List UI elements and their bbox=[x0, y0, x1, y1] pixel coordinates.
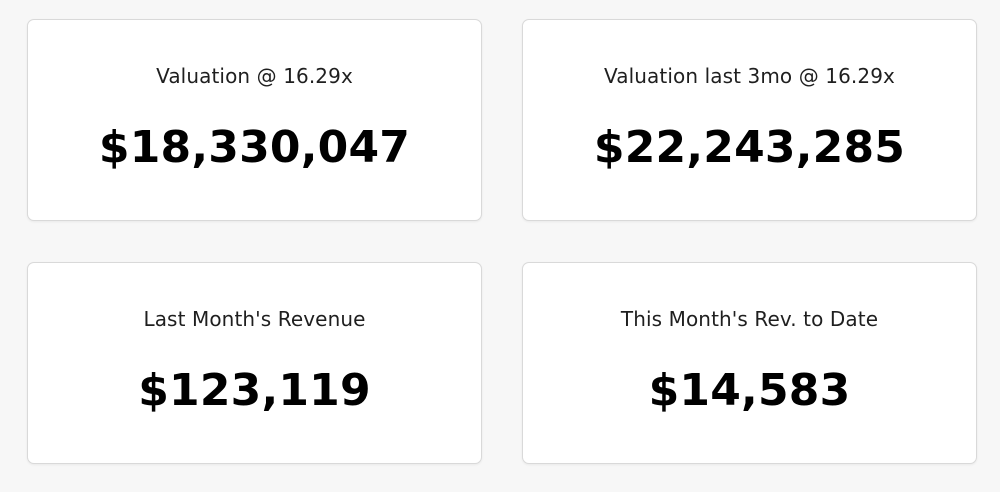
this-month-revenue-value: $14,583 bbox=[648, 365, 851, 416]
this-month-revenue-card: This Month's Rev. to Date $14,583 bbox=[522, 262, 977, 464]
valuation-last-3mo-label: Valuation last 3mo @ 16.29x bbox=[604, 64, 895, 88]
this-month-revenue-label: This Month's Rev. to Date bbox=[620, 307, 879, 331]
valuation-last-3mo-value: $22,243,285 bbox=[593, 122, 906, 173]
last-month-revenue-label: Last Month's Revenue bbox=[143, 307, 366, 331]
last-month-revenue-value: $123,119 bbox=[138, 365, 371, 416]
valuation-card: Valuation @ 16.29x $18,330,047 bbox=[27, 19, 482, 221]
valuation-value: $18,330,047 bbox=[98, 122, 411, 173]
last-month-revenue-card: Last Month's Revenue $123,119 bbox=[27, 262, 482, 464]
valuation-last-3mo-card: Valuation last 3mo @ 16.29x $22,243,285 bbox=[522, 19, 977, 221]
valuation-label: Valuation @ 16.29x bbox=[156, 64, 353, 88]
